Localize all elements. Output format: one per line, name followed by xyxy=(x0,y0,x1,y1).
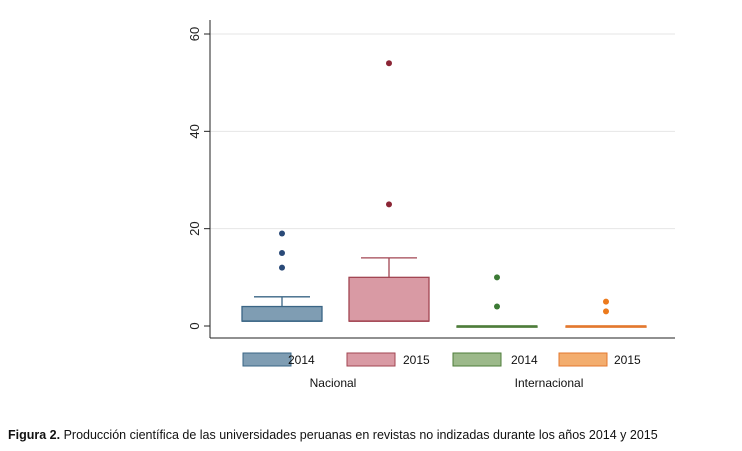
boxes xyxy=(241,60,647,328)
box-internacional-2014 xyxy=(456,274,538,328)
outlier-point xyxy=(603,308,609,315)
outlier-point xyxy=(494,274,500,281)
box-nacional-2015 xyxy=(348,60,430,322)
legend-swatch xyxy=(242,352,292,367)
box-iqr xyxy=(241,305,323,322)
box-iqr xyxy=(348,276,430,322)
outlier-point xyxy=(279,250,285,256)
caption-text: Producción científica de las universidad… xyxy=(60,428,658,442)
legend: 2014 2015 2014 2015 Nacional Internacional xyxy=(210,345,675,393)
y-tick-label: 40 xyxy=(187,124,202,138)
outlier-point xyxy=(386,60,392,67)
outlier-point xyxy=(494,303,500,310)
legend-label: 2015 xyxy=(403,353,430,367)
legend-label: 2014 xyxy=(288,353,315,367)
legend-label: 2014 xyxy=(511,353,538,367)
y-axis-ticks: 0 20 40 60 xyxy=(187,27,210,330)
group-label: Internacional xyxy=(515,376,584,390)
gridlines xyxy=(210,33,675,230)
outlier-point xyxy=(279,264,285,271)
box-nacional-2014 xyxy=(241,230,323,322)
legend-swatch xyxy=(452,352,502,367)
caption-label: Figura 2. xyxy=(8,428,61,442)
outlier-point xyxy=(603,298,609,305)
legend-swatch xyxy=(558,352,608,367)
y-tick-label: 20 xyxy=(187,221,202,235)
box-internacional-2015 xyxy=(565,298,647,328)
outlier-point xyxy=(386,201,392,208)
y-tick-label: 0 xyxy=(187,322,202,329)
box-plot-chart: 0 20 40 60 2014 2015 2014 2015 Nacional Internac… xyxy=(187,20,675,393)
legend-swatch xyxy=(346,352,396,367)
legend-box xyxy=(210,345,675,393)
figure-caption: Figura 2. Producción científica de las u… xyxy=(8,428,658,442)
legend-label: 2015 xyxy=(614,353,641,367)
group-label: Nacional xyxy=(310,376,357,390)
y-tick-label: 60 xyxy=(187,27,202,41)
outlier-point xyxy=(279,230,285,237)
